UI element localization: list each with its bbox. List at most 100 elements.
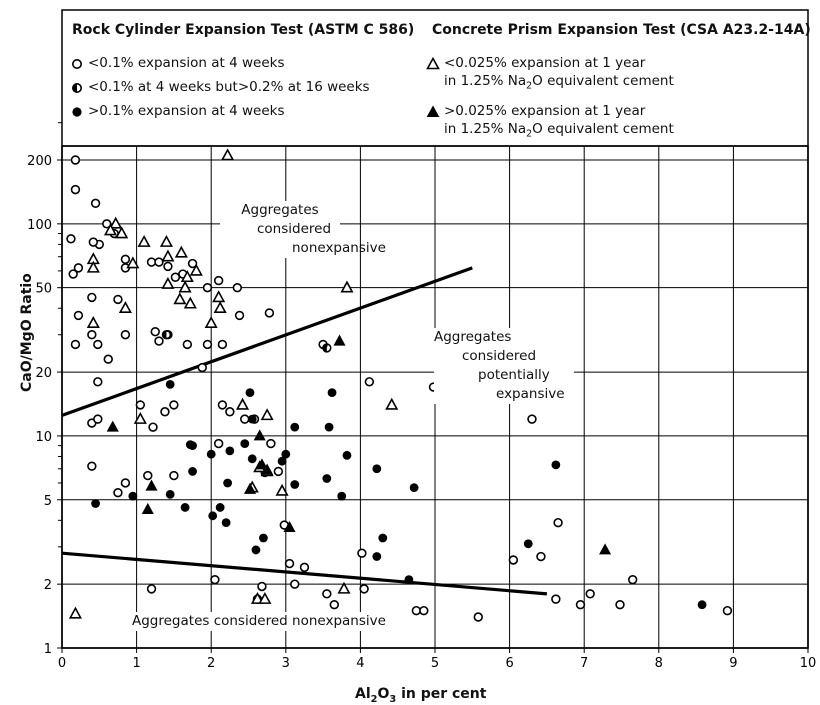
- open-circle-point: [575, 600, 586, 610]
- open-triangle-point: [109, 216, 123, 229]
- open-circle-point: [553, 517, 563, 528]
- filled-circle-point: [223, 478, 233, 488]
- annotation-upper-nonexpansive: Aggregates considered nonexpansive: [220, 201, 386, 258]
- open-circle-point: [187, 258, 198, 269]
- y-tick-label: 200: [27, 154, 52, 169]
- open-circle-point: [234, 310, 245, 321]
- open-circle-point: [217, 339, 228, 350]
- open-triangle-point: [180, 270, 194, 283]
- open-circle-point: [70, 184, 81, 195]
- open-circle-point: [615, 600, 625, 610]
- open-triangle-point: [213, 301, 227, 314]
- filled-circle-point: [185, 440, 195, 450]
- open-triangle-point: [183, 296, 197, 309]
- open-circle-point: [473, 612, 483, 622]
- half-circle-point: [322, 343, 332, 353]
- open-triangle-point: [118, 301, 132, 314]
- filled-circle-icon: [72, 107, 82, 117]
- open-triangle-point: [178, 280, 192, 293]
- open-triangle-point: [103, 223, 118, 236]
- filled-triangle-point: [243, 482, 257, 494]
- filled-circle-point: [206, 449, 216, 459]
- open-triangle-point: [337, 581, 351, 594]
- open-triangle-point: [189, 263, 203, 276]
- open-triangle-point: [258, 591, 272, 604]
- open-circle-point: [70, 155, 81, 165]
- open-triangle-point: [235, 397, 250, 410]
- x-tick-label: 2: [207, 656, 215, 671]
- open-circle-point: [160, 407, 170, 417]
- open-circle-point: [143, 470, 153, 481]
- y-tick-label: 100: [27, 218, 52, 233]
- legend-heading-right: Concrete Prism Expansion Test (CSA A23.2…: [432, 22, 811, 38]
- annotation-lower-nonexpansive: Aggregates considered nonexpansive: [130, 612, 388, 631]
- open-circle-point: [88, 237, 99, 247]
- filled-circle-point: [322, 474, 332, 483]
- filled-circle-point: [180, 503, 190, 512]
- open-triangle-icon: [426, 56, 440, 70]
- open-triangle-point: [133, 411, 147, 424]
- x-tick-label: 8: [655, 656, 663, 671]
- open-circle-point: [266, 438, 276, 449]
- open-circle-point: [257, 581, 267, 592]
- open-circle-point: [364, 377, 375, 387]
- x-tick-label: 1: [132, 656, 140, 671]
- open-circle-point: [68, 269, 78, 279]
- open-triangle-point: [159, 234, 173, 247]
- open-circle-point: [66, 234, 76, 244]
- open-circle-point: [93, 414, 103, 424]
- filled-circle-point: [221, 518, 231, 528]
- filled-circle-point: [378, 533, 388, 543]
- y-tick-label: 50: [35, 282, 52, 297]
- filled-circle-point: [697, 600, 707, 610]
- open-circle-point: [202, 339, 213, 350]
- filled-triangle-point: [106, 420, 119, 432]
- open-circle-point: [163, 261, 173, 272]
- open-circle-point: [419, 605, 429, 616]
- legend-label: <0.1% at 4 weeks but>0.2% at 16 weeks: [88, 79, 370, 95]
- filled-circle-point: [551, 460, 561, 470]
- legend-label: <0.025% expansion at 1 year: [444, 55, 646, 71]
- filled-triangle-point: [255, 458, 268, 470]
- open-circle-point: [213, 438, 224, 449]
- open-circle-point: [87, 461, 97, 471]
- filled-circle-point: [324, 422, 334, 432]
- open-circle-point: [232, 282, 243, 293]
- filled-circle-point: [208, 511, 218, 521]
- open-circle-point: [329, 600, 339, 610]
- open-circle-point: [197, 362, 207, 373]
- y-tick-label: 20: [35, 366, 52, 381]
- filled-circle-point: [128, 491, 138, 501]
- legend-label-line2: in 1.25% Na2O equivalent cement: [444, 121, 674, 140]
- open-circle-icon: [72, 59, 82, 69]
- open-circle-point: [169, 470, 179, 481]
- open-circle-point: [154, 336, 164, 346]
- open-circle-point: [536, 551, 546, 562]
- filled-circle-point: [91, 499, 100, 508]
- boundary-lines: [61, 266, 548, 596]
- x-tick-label: 7: [580, 656, 588, 671]
- open-circle-point: [150, 327, 160, 337]
- open-triangle-point: [161, 249, 175, 262]
- filled-triangle-icon: [426, 105, 440, 117]
- open-triangle-point: [173, 292, 187, 305]
- half-filled-circle-icon: [72, 83, 82, 93]
- filled-circle-point: [225, 446, 235, 456]
- y-tick-label: 5: [44, 494, 52, 509]
- open-circle-point: [210, 574, 220, 585]
- open-circle-point: [722, 605, 733, 616]
- filled-triangle-point: [145, 479, 158, 491]
- filled-circle-point: [372, 552, 382, 561]
- chart-frame: [61, 9, 809, 649]
- filled-circle-point: [251, 545, 261, 555]
- open-triangle-point: [137, 234, 151, 247]
- filled-circle-point: [247, 454, 257, 464]
- open-circle-point: [213, 275, 224, 286]
- open-circle-point: [225, 407, 235, 417]
- open-circle-point: [120, 478, 131, 488]
- open-circle-point: [73, 263, 84, 273]
- y-tick-label: 10: [35, 430, 52, 445]
- open-triangle-point: [86, 316, 100, 329]
- filled-circle-point: [215, 503, 225, 512]
- x-tick-label: 10: [800, 656, 817, 671]
